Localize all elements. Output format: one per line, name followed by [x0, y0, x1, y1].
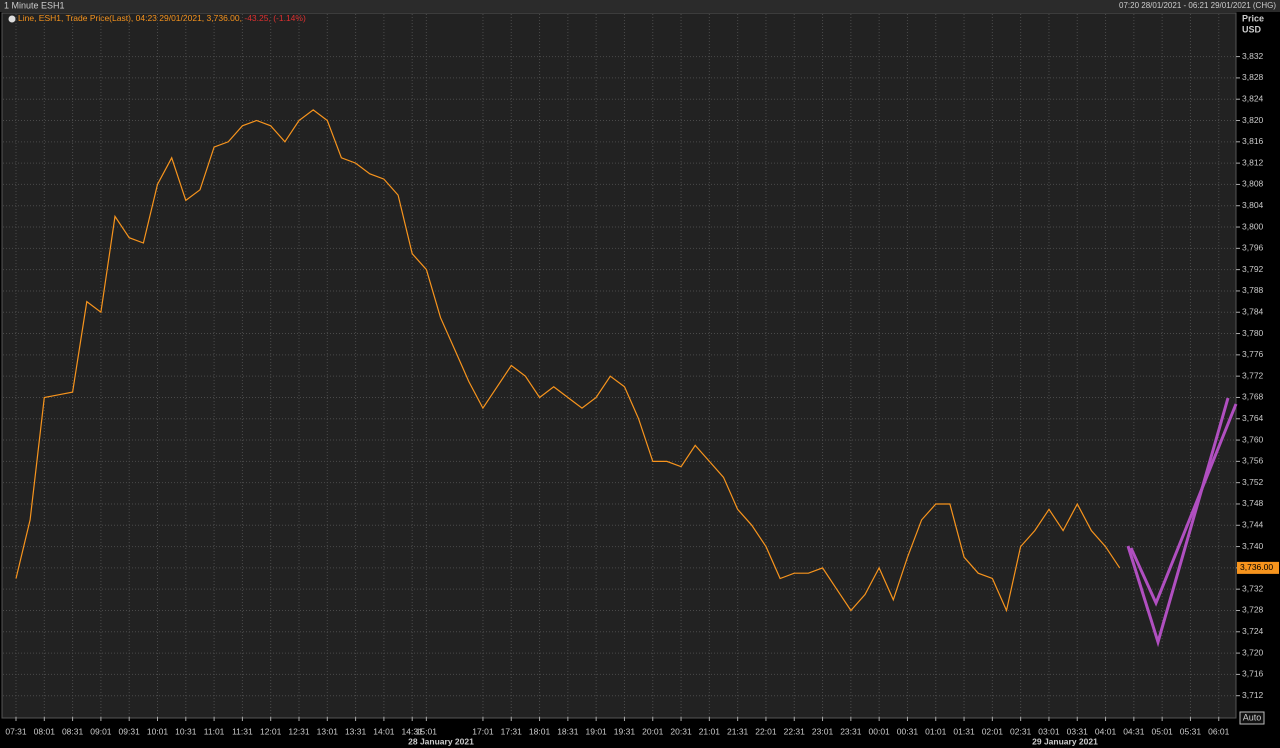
y-axis-title: Price	[1242, 13, 1264, 23]
x-tick-label: 10:31	[175, 726, 197, 736]
x-tick-label: 14:01	[373, 726, 395, 736]
y-tick-label: 3,724	[1242, 626, 1264, 636]
y-tick-label: 3,808	[1242, 179, 1264, 189]
x-tick-label: 20:31	[670, 726, 692, 736]
last-price-box	[1237, 561, 1279, 574]
y-tick-label: 3,788	[1242, 285, 1264, 295]
y-tick-label: 3,756	[1242, 456, 1264, 466]
y-tick-label: 3,720	[1242, 647, 1264, 657]
x-tick-label: 20:01	[642, 726, 664, 736]
x-tick-label: 07:31	[5, 726, 27, 736]
x-tick-label: 03:31	[1067, 726, 1089, 736]
y-tick-label: 3,752	[1242, 477, 1264, 487]
x-tick-label: 01:31	[953, 726, 975, 736]
x-tick-label: 08:31	[62, 726, 84, 736]
x-tick-label: 23:01	[812, 726, 834, 736]
x-tick-label: 22:01	[755, 726, 777, 736]
x-tick-label: 00:01	[869, 726, 891, 736]
date-label: 29 January 2021	[1032, 736, 1098, 746]
y-tick-label: 3,780	[1242, 328, 1264, 338]
x-tick-label: 08:01	[34, 726, 56, 736]
legend-icon	[8, 15, 16, 23]
price-line	[15, 109, 1121, 613]
y-tick-label: 3,828	[1242, 72, 1264, 82]
last-price-label: 3,736.00	[1240, 562, 1273, 572]
x-tick-label: 18:01	[529, 726, 551, 736]
y-tick-label: 3,760	[1242, 434, 1264, 444]
y-tick-label: 3,744	[1242, 520, 1264, 530]
y-tick-label: 3,796	[1242, 243, 1264, 253]
y-tick-label: 3,784	[1242, 306, 1264, 316]
y-tick-label: 3,748	[1242, 498, 1264, 508]
y-axis-unit: USD	[1242, 24, 1262, 34]
legend: Line, ESH1, Trade Price(Last), 04:23 29/…	[18, 13, 306, 23]
annotation-v-inner	[1129, 403, 1238, 607]
x-tick-label: 14:31	[402, 726, 424, 736]
y-tick-label: 3,792	[1242, 264, 1264, 274]
x-tick-label: 12:31	[288, 726, 310, 736]
y-tick-label: 3,772	[1242, 370, 1264, 380]
x-tick-label: 06:01	[1208, 726, 1230, 736]
x-tick-label: 10:01	[147, 726, 169, 736]
x-tick-label: 21:01	[699, 726, 721, 736]
chart-title: 1 Minute ESH1	[4, 0, 65, 10]
auto-button[interactable]	[1239, 711, 1265, 725]
x-tick-label: 05:31	[1180, 726, 1202, 736]
x-tick-label: 17:31	[501, 726, 523, 736]
legend-label: Line, ESH1, Trade Price(Last), 04:23 29/…	[18, 13, 242, 23]
y-tick-label: 3,832	[1242, 51, 1264, 61]
y-tick-label: 3,776	[1242, 349, 1264, 359]
y-tick-label: 3,768	[1242, 392, 1264, 402]
x-tick-label: 04:01	[1095, 726, 1117, 736]
x-tick-label: 13:01	[317, 726, 339, 736]
x-tick-label: 05:01	[1152, 726, 1174, 736]
y-tick-label: 3,804	[1242, 200, 1264, 210]
x-tick-label: 09:31	[119, 726, 141, 736]
plot-area	[1, 12, 1237, 719]
x-tick-label: 09:01	[90, 726, 112, 736]
range-text: 07:20 28/01/2021 - 06:21 29/01/2021 (CHG…	[1119, 1, 1276, 10]
y-tick-label: 3,812	[1242, 157, 1264, 167]
y-tick-label: 3,716	[1242, 669, 1264, 679]
x-tick-label: 04:31	[1123, 726, 1145, 736]
x-tick-label: 19:01	[586, 726, 608, 736]
x-tick-label: 18:31	[557, 726, 579, 736]
date-label: 28 January 2021	[408, 736, 474, 746]
y-tick-label: 3,732	[1242, 583, 1264, 593]
x-tick-label: 02:01	[982, 726, 1004, 736]
x-tick-label: 17:01	[472, 726, 494, 736]
x-tick-label: 22:31	[784, 726, 806, 736]
y-tick-label: 3,712	[1242, 690, 1264, 700]
x-tick-label: 01:01	[925, 726, 947, 736]
legend-change: -43.25,	[244, 13, 270, 23]
y-tick-label: 3,764	[1242, 413, 1264, 423]
x-tick-label: 21:31	[727, 726, 749, 736]
y-tick-label: 3,820	[1242, 115, 1264, 125]
x-tick-label: 00:31	[897, 726, 919, 736]
y-tick-label: 3,824	[1242, 93, 1264, 103]
y-tick-label: 3,728	[1242, 605, 1264, 615]
x-tick-label: 02:31	[1010, 726, 1032, 736]
y-tick-label: 3,816	[1242, 136, 1264, 146]
y-tick-label: 3,800	[1242, 221, 1264, 231]
x-tick-label: 15:01	[416, 726, 438, 736]
x-tick-label: 12:01	[260, 726, 282, 736]
x-tick-label: 19:31	[614, 726, 636, 736]
x-tick-label: 11:31	[232, 726, 253, 736]
top-bar	[0, 0, 1280, 12]
x-tick-label: 23:31	[840, 726, 862, 736]
x-tick-label: 11:01	[204, 726, 225, 736]
x-tick-label: 03:01	[1038, 726, 1060, 736]
legend-change-pct: (-1.14%)	[273, 13, 306, 23]
x-tick-label: 13:31	[345, 726, 367, 736]
y-tick-label: 3,740	[1242, 541, 1264, 551]
auto-label[interactable]: Auto	[1243, 712, 1262, 722]
